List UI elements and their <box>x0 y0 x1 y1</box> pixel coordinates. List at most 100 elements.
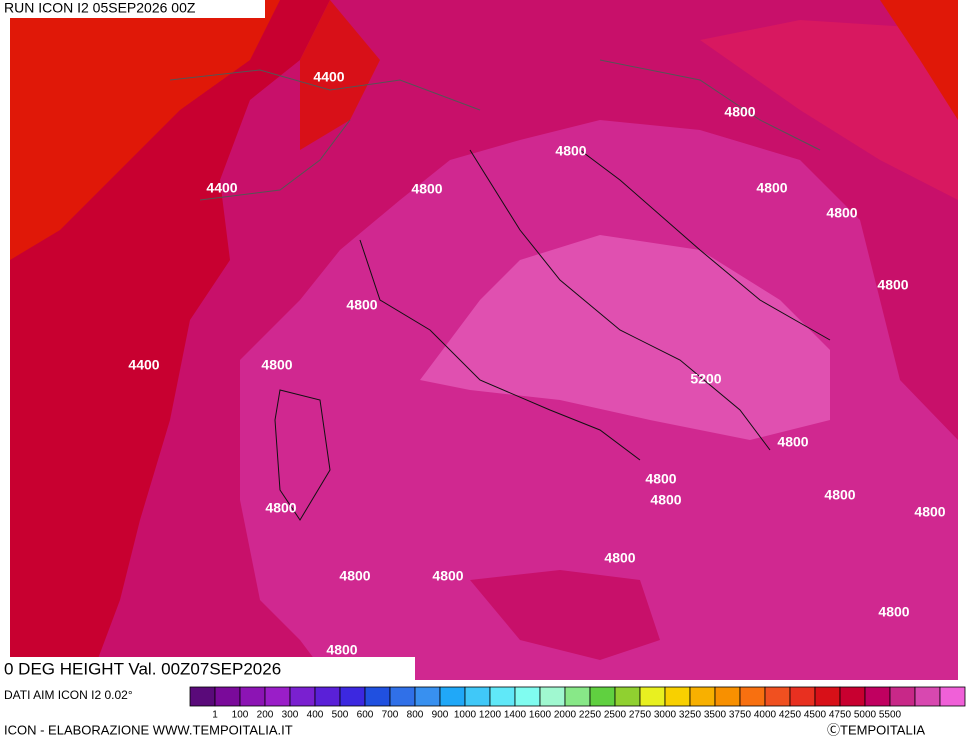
colorbar-label: 2250 <box>579 710 602 721</box>
colorbar-label: 5000 <box>854 710 877 721</box>
colorbar-swatch <box>239 686 266 707</box>
contour-label: 4800 <box>411 181 442 197</box>
contour-label: 4800 <box>756 180 787 196</box>
contour-label: 4800 <box>326 642 357 658</box>
contour-label: 4800 <box>914 504 945 520</box>
colorbar-swatch <box>864 686 891 707</box>
colorbar-swatch <box>314 686 341 707</box>
colorbar-swatch <box>939 686 966 707</box>
colorbar-swatch <box>564 686 591 707</box>
colorbar-label: 900 <box>432 710 449 721</box>
colorbar-swatch <box>389 686 416 707</box>
colorbar-swatch <box>839 686 866 707</box>
colorbar-label: 1 <box>212 710 218 721</box>
colorbar-label: 4250 <box>779 710 802 721</box>
colorbar-label: 3000 <box>654 710 677 721</box>
contour-label: 4800 <box>265 500 296 516</box>
colorbar-swatch <box>689 686 716 707</box>
zone-4250 <box>10 0 280 260</box>
colorbar-label: 1400 <box>504 710 527 721</box>
sicily-zone <box>470 570 660 660</box>
colorbar-swatch <box>739 686 766 707</box>
colorbar-label: 800 <box>407 710 424 721</box>
colorbar-label: 200 <box>257 710 274 721</box>
colorbar-label: 100 <box>232 710 249 721</box>
colorbar-swatch <box>764 686 791 707</box>
run-label: RUN ICON I2 05SEP2026 00Z <box>4 0 196 16</box>
contour-label: 4800 <box>346 297 377 313</box>
contour-label: 4800 <box>777 434 808 450</box>
colorbar-label: 1200 <box>479 710 502 721</box>
colorbar-label: 400 <box>307 710 324 721</box>
colorbar-swatch <box>664 686 691 707</box>
contour-label: 4800 <box>604 550 635 566</box>
contour-label: 4800 <box>877 277 908 293</box>
zone-4400b <box>300 0 380 150</box>
colorbar-swatch <box>464 686 491 707</box>
colorbar-swatch <box>889 686 916 707</box>
contour-label: 5200 <box>690 371 721 387</box>
header-box <box>0 0 265 18</box>
contour-labels: 4400 4400 4400 4800 4800 4800 4800 4800 4800 4800… <box>128 69 945 658</box>
colorbar-label: 700 <box>382 710 399 721</box>
colorbar-label: 3500 <box>704 710 727 721</box>
contour-label: 4400 <box>313 69 344 85</box>
colorbar-swatch <box>289 686 316 707</box>
colorbar-swatch <box>789 686 816 707</box>
contour-label: 4800 <box>339 568 370 584</box>
colorbar-swatch <box>264 686 291 707</box>
colorbar-swatch <box>214 686 241 707</box>
colorbar-label: 500 <box>332 710 349 721</box>
colorbar-label: 3750 <box>729 710 752 721</box>
colorbar-swatch <box>589 686 616 707</box>
copyright: ⒸTEMPOITALIA <box>827 722 925 737</box>
zone-4250b <box>880 0 958 120</box>
colorbar-label: 1000 <box>454 710 477 721</box>
map <box>10 0 958 680</box>
colorbar-swatch <box>639 686 666 707</box>
colorbar-label: 2500 <box>604 710 627 721</box>
contour-label: 4800 <box>826 205 857 221</box>
colorbar-swatch <box>914 686 941 707</box>
contour-label: 4800 <box>650 492 681 508</box>
contour-label: 4800 <box>824 487 855 503</box>
contour-label: 4800 <box>555 143 586 159</box>
colorbar-swatch <box>514 686 541 707</box>
colorbar-label: 2000 <box>554 710 577 721</box>
colorbar-label: 600 <box>357 710 374 721</box>
contour-label: 4800 <box>432 568 463 584</box>
contour-label: 4800 <box>724 104 755 120</box>
colorbar-label: 1600 <box>529 710 552 721</box>
zone-4750b <box>700 20 958 200</box>
colorbar-label: 4500 <box>804 710 827 721</box>
coastline <box>274 149 831 521</box>
colorbar-swatch <box>439 686 466 707</box>
border <box>169 59 821 201</box>
colorbar-swatch <box>614 686 641 707</box>
colorbar-label: 5500 <box>879 710 902 721</box>
contour-label: 4400 <box>128 357 159 373</box>
footer-box <box>0 657 415 684</box>
colorbar-swatch <box>339 686 366 707</box>
source: DATI AIM ICON I2 0.02° <box>4 688 133 702</box>
colorbar-swatch <box>414 686 441 707</box>
contour-label: 4800 <box>261 357 292 373</box>
map-title: 0 DEG HEIGHT Val. 00Z07SEP2026 <box>4 659 281 678</box>
colorbar-swatch <box>814 686 841 707</box>
colorbar-swatch <box>189 686 216 707</box>
colorbar-label: 300 <box>282 710 299 721</box>
colorbar-swatch <box>364 686 391 707</box>
contour-label: 4800 <box>878 604 909 620</box>
credit: ICON - ELABORAZIONE WWW.TEMPOITALIA.IT <box>4 722 293 737</box>
colorbar-label: 4750 <box>829 710 852 721</box>
colorbar-swatch <box>489 686 516 707</box>
contour-label: 4800 <box>645 471 676 487</box>
colorbar-label: 4000 <box>754 710 777 721</box>
colorbar-label: 3250 <box>679 710 702 721</box>
contour-label: 4400 <box>206 180 237 196</box>
colorbar-swatch <box>714 686 741 707</box>
colorbar: 1 100 200 300 400 500 600 700 800 900 1000 1200 1400… <box>189 686 966 721</box>
zone-5000 <box>420 235 830 440</box>
colorbar-label: 2750 <box>629 710 652 721</box>
